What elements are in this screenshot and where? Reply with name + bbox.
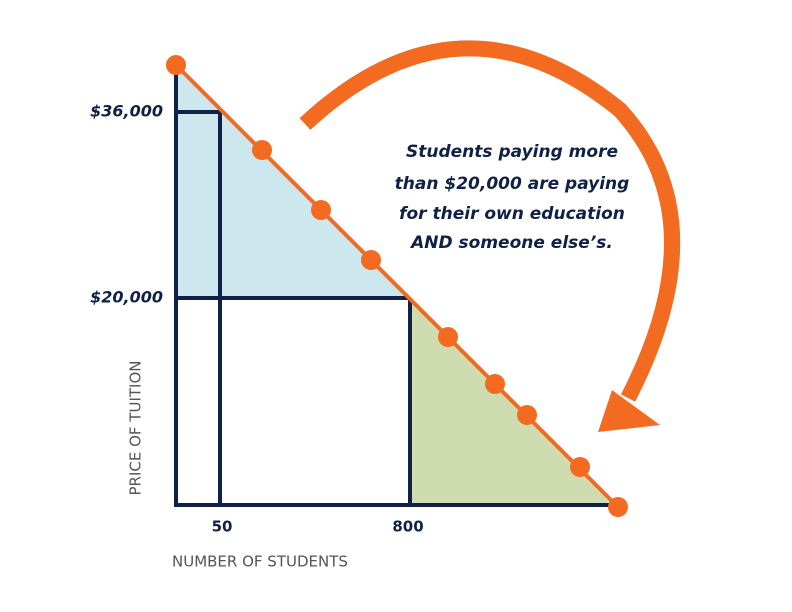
- annotation-line: Students paying more: [406, 142, 618, 162]
- arrow-head: [598, 390, 660, 432]
- annotation-line: AND someone else’s.: [409, 233, 613, 253]
- point: [485, 374, 505, 394]
- y-axis-title: PRICE OF TUITION: [127, 361, 145, 496]
- point: [608, 497, 628, 517]
- point: [517, 405, 537, 425]
- x-label: 50: [212, 518, 233, 536]
- y-label: $36,000: [90, 102, 163, 121]
- x-label: 800: [392, 518, 423, 536]
- point: [311, 200, 331, 220]
- frame: [174, 65, 612, 507]
- point: [166, 55, 186, 75]
- points: [166, 55, 628, 517]
- annotation-line: than $20,000 are paying: [395, 174, 630, 194]
- annotation-line: for their own education: [399, 204, 625, 224]
- point: [438, 327, 458, 347]
- arrow: [299, 40, 681, 402]
- y-label: $20,000: [90, 288, 163, 307]
- point: [252, 140, 272, 160]
- demand-line: [174, 63, 620, 509]
- point: [570, 457, 590, 477]
- point: [361, 250, 381, 270]
- x-axis-title: NUMBER OF STUDENTS: [172, 553, 348, 571]
